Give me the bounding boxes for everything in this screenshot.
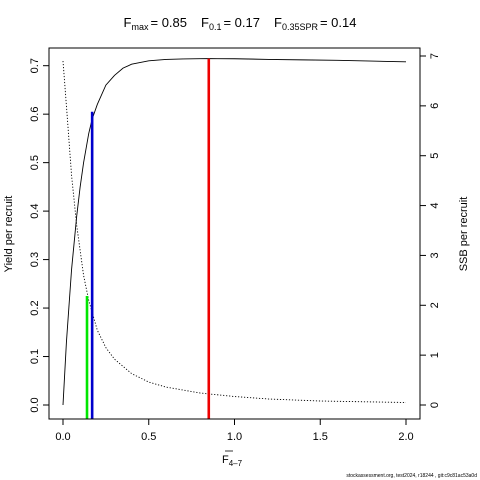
title-fspr-sub: 0.35SPR (282, 22, 319, 32)
y-left-tick-label: 0.4 (29, 203, 41, 218)
title-f01-symbol: F (201, 15, 209, 30)
title-f01-value: = 0.17 (223, 15, 260, 30)
y-axis-right-title: SSB per recruit (458, 197, 470, 272)
x-tick-label: 0.0 (55, 431, 70, 443)
y-left-tick-label: 0.1 (29, 349, 41, 364)
x-tick-label: 0.5 (141, 431, 156, 443)
y-right-tick-label: 6 (429, 103, 441, 109)
plot-frame (48, 47, 421, 420)
y-left-tick-label: 0.6 (29, 107, 41, 122)
x-axis-title-sub: 4–7 (229, 459, 243, 468)
y-right-tick-label: 1 (429, 352, 441, 358)
title-fmax-symbol: F (124, 15, 132, 30)
x-tick-label: 1.5 (313, 431, 328, 443)
y-right-tick-label: 5 (429, 153, 441, 159)
yield-per-recruit-line (62, 58, 407, 406)
x-axis: 0.0 0.5 1.0 1.5 2.0 (55, 418, 414, 443)
y-right-tick-label: 0 (429, 402, 441, 408)
x-axis-title-symbol: F (222, 454, 229, 466)
chart-title: Fmax = 0.85 F0.1 = 0.17 F0.35SPR = 0.14 (124, 15, 357, 32)
title-fmax-value: = 0.85 (150, 15, 187, 30)
caption: stockassessment.org, test2024, r18244 , … (346, 473, 477, 479)
title-fmax-sub: max (131, 22, 149, 32)
svg-text:F4–7: F4–7 (222, 454, 243, 468)
reference-lines (85, 58, 211, 419)
y-left-tick-label: 0.2 (29, 300, 41, 315)
y-right-tick-label: 3 (429, 252, 441, 258)
title-fspr-symbol: F (274, 15, 282, 30)
y-left-tick-label: 0.0 (29, 397, 41, 412)
y-right-tick-label: 7 (429, 53, 441, 59)
y-left-tick-label: 0.7 (29, 58, 41, 73)
y-axis-right: 0 1 2 3 4 5 6 7 (419, 53, 441, 408)
x-tick-label: 1.0 (227, 431, 242, 443)
y-axis-left-title: Yield per recruit (3, 196, 15, 273)
y-left-tick-label: 0.5 (29, 155, 41, 170)
x-tick-label: 2.0 (398, 431, 413, 443)
title-f01-sub: 0.1 (209, 22, 222, 32)
y-axis-left: 0.0 0.1 0.2 0.3 0.4 0.5 0.6 0.7 (29, 58, 50, 413)
series-layer (62, 58, 407, 406)
title-fspr-value: = 0.14 (320, 15, 357, 30)
y-left-tick-label: 0.3 (29, 252, 41, 267)
y-right-tick-label: 4 (429, 203, 441, 209)
y-right-tick-label: 2 (429, 302, 441, 308)
ssb-per-recruit-line (62, 60, 407, 403)
x-axis-title: F4–7 (222, 450, 243, 468)
